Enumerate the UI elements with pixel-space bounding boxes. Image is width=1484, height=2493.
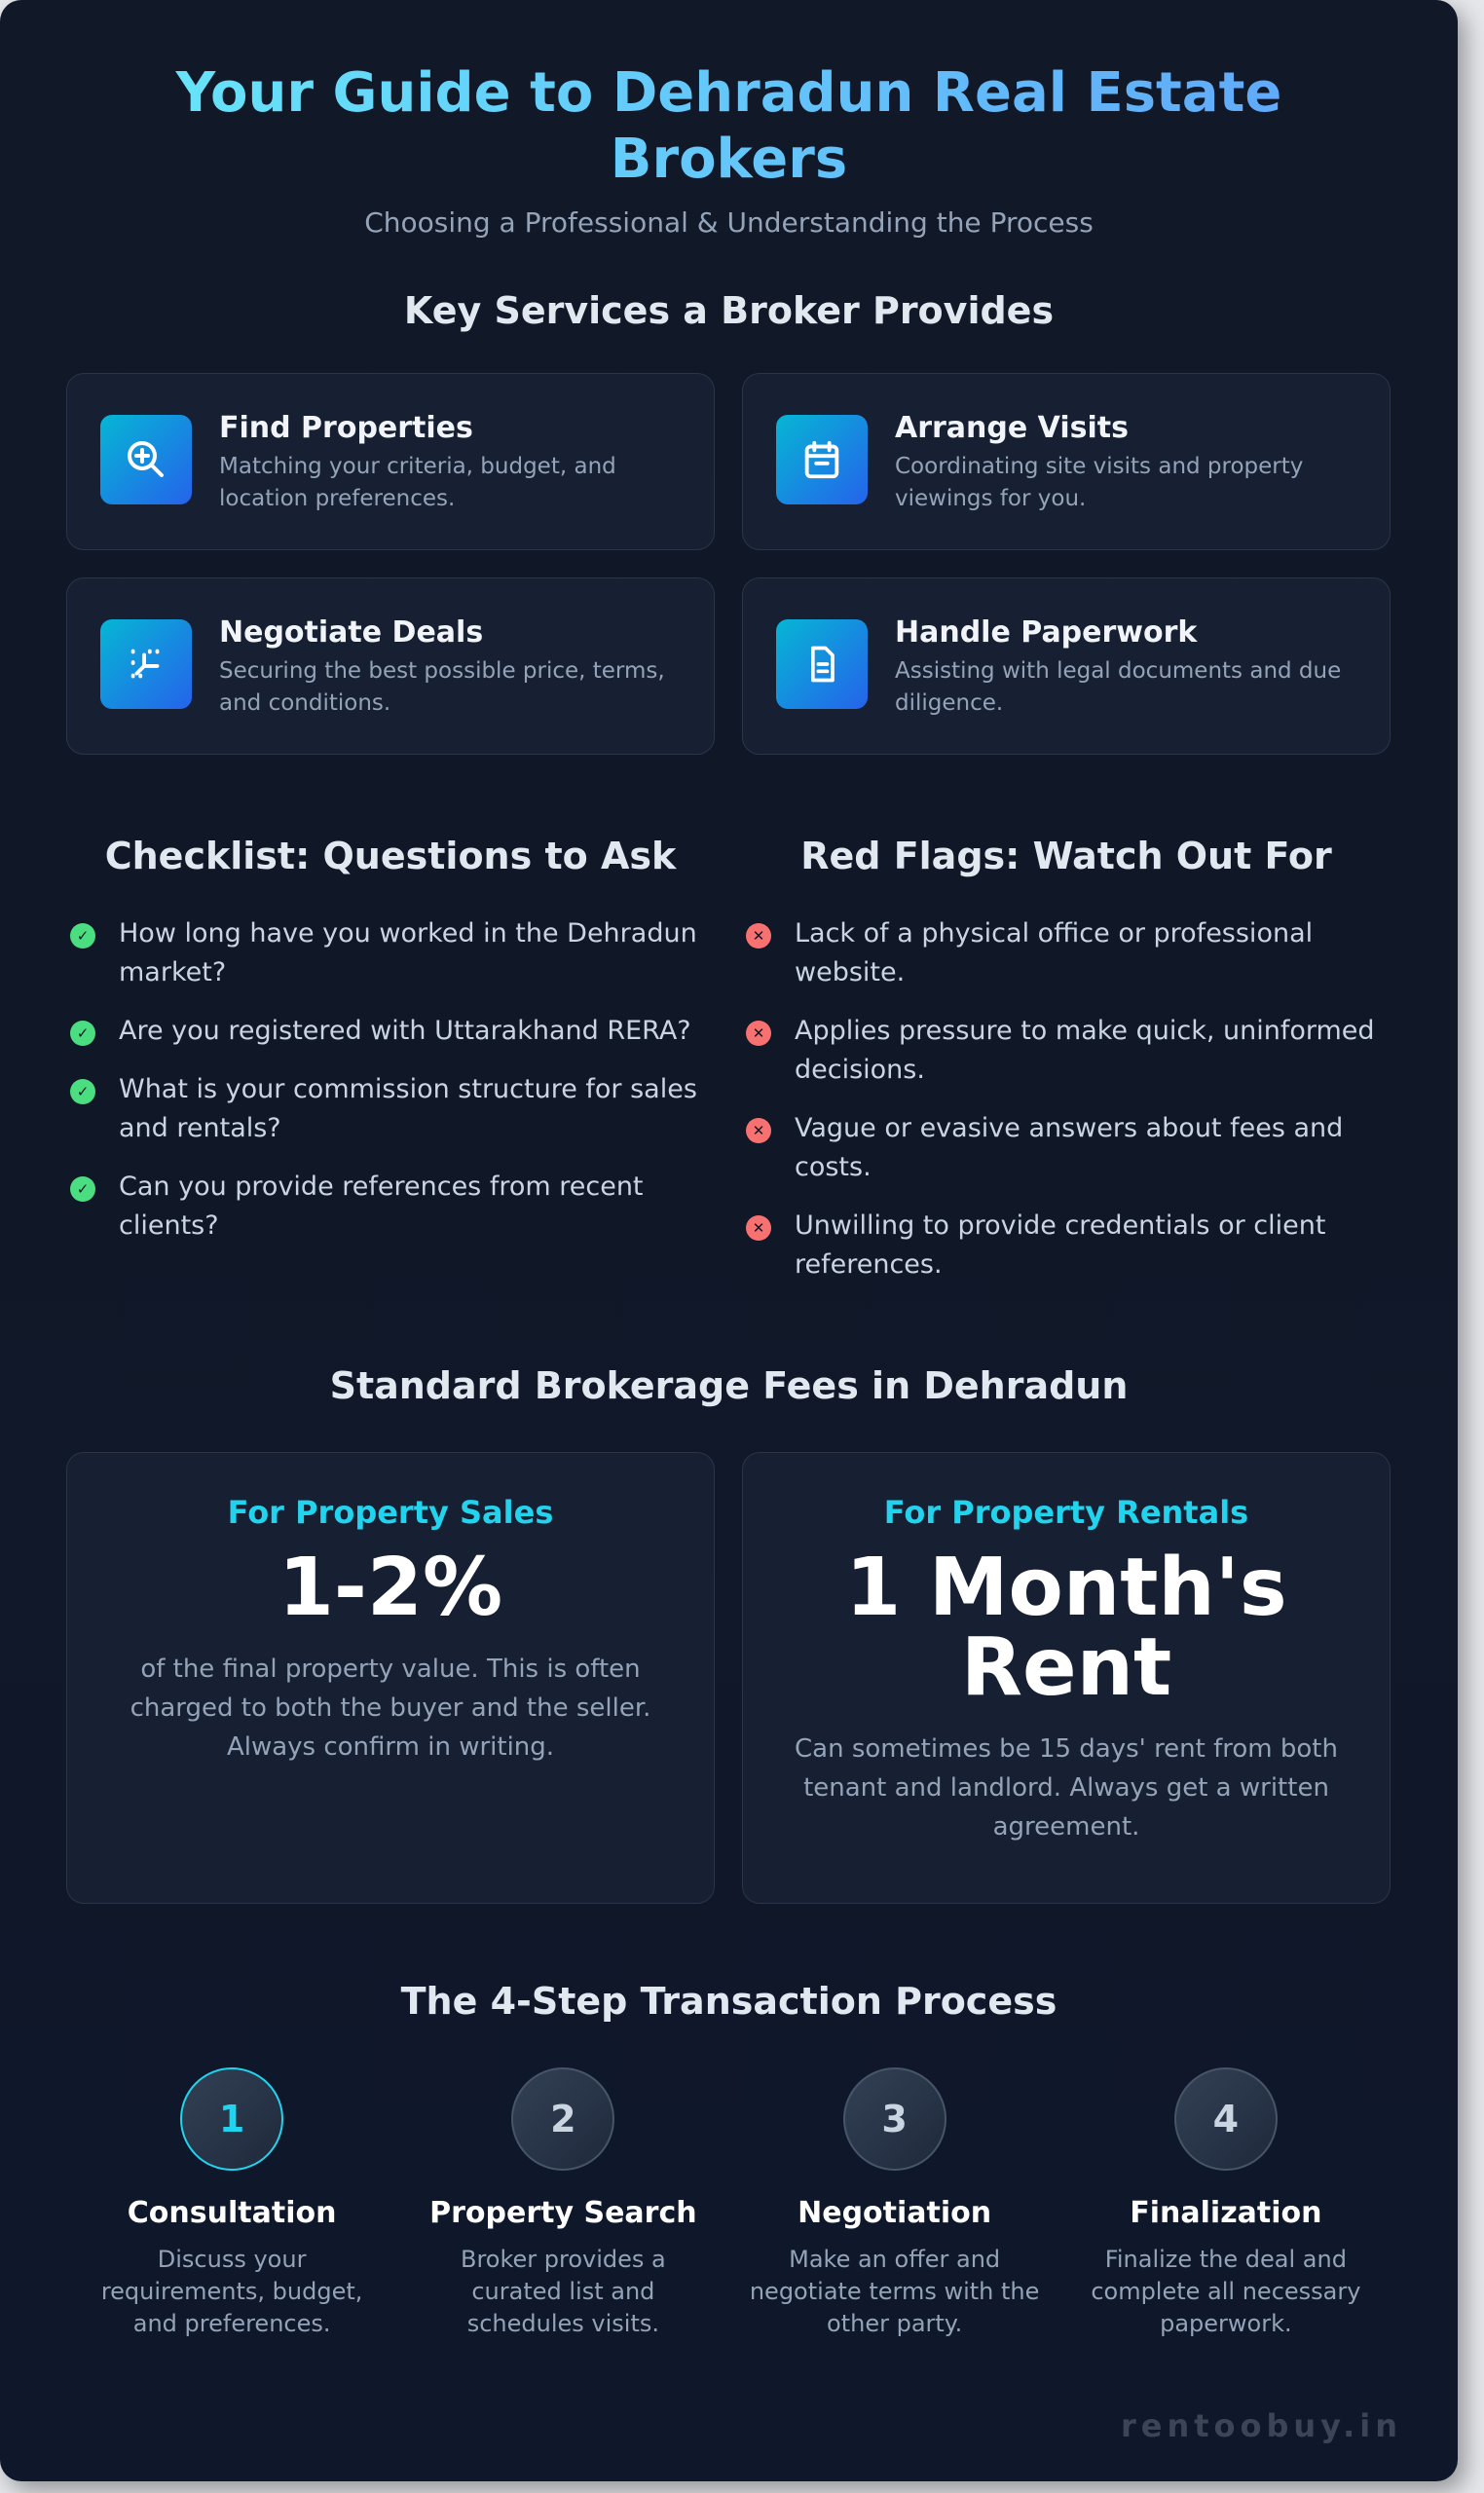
step-desc: Finalize the deal and complete all neces… [1091,2246,1361,2337]
service-desc: Assisting with legal documents and due d… [895,658,1342,716]
red-flag-text: Applies pressure to make quick, uninform… [795,1016,1375,1085]
fee-label: For Property Rentals [883,1494,1249,1531]
step-title: Finalization [1130,2196,1322,2230]
service-title: Negotiate Deals [219,615,484,650]
red-flag-item: ✕ Lack of a physical office or profession… [742,914,1391,992]
step-finalization: 4 Finalization Finalize the deal and compl… [1060,2067,1391,2340]
calendar-icon [776,415,868,504]
fee-value: 1-2% [278,1542,503,1634]
service-title: Handle Paperwork [895,615,1198,650]
red-flags-heading: Red Flags: Watch Out For [800,835,1332,877]
red-flag-item: ✕ Applies pressure to make quick, uninfor… [742,1012,1391,1090]
check-icon: ✓ [70,923,95,949]
service-card-negotiate-deals: Negotiate Deals Securing the best possibl… [66,577,715,755]
x-circle-icon: ✕ [746,1021,771,1046]
handshake-icon [100,619,192,709]
fee-desc: of the final property value. This is oft… [130,1655,651,1762]
checklist-text: Can you provide references from recent c… [119,1172,644,1241]
search-plus-icon [100,415,192,504]
checklist-item: ✓ What is your commission structure for s… [66,1070,715,1148]
service-card-find-properties: Find Properties Matching your criteria, b… [66,373,715,550]
checklist-text: What is your commission structure for sa… [119,1074,697,1143]
service-desc: Matching your criteria, budget, and loca… [219,454,616,511]
fee-card-rentals: For Property Rentals 1 Month's Rent Can … [742,1452,1391,1904]
checklist-text: Are you registered with Uttarakhand RERA… [119,1016,691,1046]
checklist-item: ✓ Are you registered with Uttarakhand RER… [66,1012,715,1051]
checklist-section: Checklist: Questions to Ask ✓ How long ha… [66,835,715,1304]
fee-value: 1 Month's Rent [845,1542,1287,1714]
checklist-item: ✓ Can you provide references from recent … [66,1168,715,1246]
fee-label: For Property Sales [227,1494,554,1531]
fees-heading: Standard Brokerage Fees in Dehradun [329,1364,1129,1407]
guide-card: Your Guide to Dehradun Real Estate Broke… [0,0,1458,2481]
page-title: Your Guide to Dehradun Real Estate Broke… [66,60,1391,193]
process-heading: The 4-Step Transaction Process [400,1980,1057,2023]
step-number: 1 [180,2067,284,2171]
service-desc: Securing the best possible price, terms,… [219,658,665,716]
red-flag-text: Unwilling to provide credentials or clie… [795,1210,1326,1280]
red-flag-item: ✕ Vague or evasive answers about fees and… [742,1109,1391,1187]
services-heading: Key Services a Broker Provides [403,289,1055,332]
x-circle-icon: ✕ [746,923,771,949]
page-subtitle: Choosing a Professional & Understanding … [364,206,1094,239]
checklist-text: How long have you worked in the Dehradun… [119,918,697,987]
checklist-redflags: Checklist: Questions to Ask ✓ How long ha… [66,835,1391,1304]
services-grid: Find Properties Matching your criteria, b… [66,373,1391,755]
service-card-arrange-visits: Arrange Visits Coordinating site visits a… [742,373,1391,550]
step-number: 4 [1173,2067,1278,2171]
watermark: rentoobuy.in [1120,2407,1402,2444]
x-circle-icon: ✕ [746,1118,771,1143]
checklist-item: ✓ How long have you worked in the Dehradu… [66,914,715,992]
service-title: Find Properties [219,411,473,445]
service-title: Arrange Visits [895,411,1129,445]
step-negotiation: 3 Negotiation Make an offer and negotiate … [729,2067,1060,2340]
step-consultation: 1 Consultation Discuss your requirements, … [66,2067,397,2340]
red-flags-section: Red Flags: Watch Out For ✕ Lack of a phys… [742,835,1391,1304]
step-title: Property Search [429,2196,697,2230]
step-title: Negotiation [798,2196,992,2230]
check-icon: ✓ [70,1176,95,1202]
service-card-handle-paperwork: Handle Paperwork Assisting with legal doc… [742,577,1391,755]
check-icon: ✓ [70,1021,95,1046]
red-flag-text: Vague or evasive answers about fees and … [795,1113,1344,1182]
step-desc: Broker provides a curated list and sched… [460,2246,666,2337]
fees-grid: For Property Sales 1-2% of the final pro… [66,1452,1391,1904]
red-flag-text: Lack of a physical office or professiona… [795,918,1314,987]
step-number: 3 [842,2067,946,2171]
service-desc: Coordinating site visits and property vi… [895,454,1304,511]
fee-desc: Can sometimes be 15 days' rent from both… [795,1734,1338,1842]
fee-card-sales: For Property Sales 1-2% of the final pro… [66,1452,715,1904]
step-title: Consultation [127,2196,337,2230]
step-property-search: 2 Property Search Broker provides a curate… [397,2067,728,2340]
process-steps: 1 Consultation Discuss your requirements, … [66,2067,1391,2340]
x-circle-icon: ✕ [746,1215,771,1241]
red-flag-item: ✕ Unwilling to provide credentials or cli… [742,1207,1391,1284]
step-desc: Discuss your requirements, budget, and p… [100,2246,363,2337]
step-number: 2 [511,2067,615,2171]
document-icon [776,619,868,709]
checklist-heading: Checklist: Questions to Ask [104,835,677,877]
step-desc: Make an offer and negotiate terms with t… [749,2246,1040,2337]
check-icon: ✓ [70,1079,95,1104]
